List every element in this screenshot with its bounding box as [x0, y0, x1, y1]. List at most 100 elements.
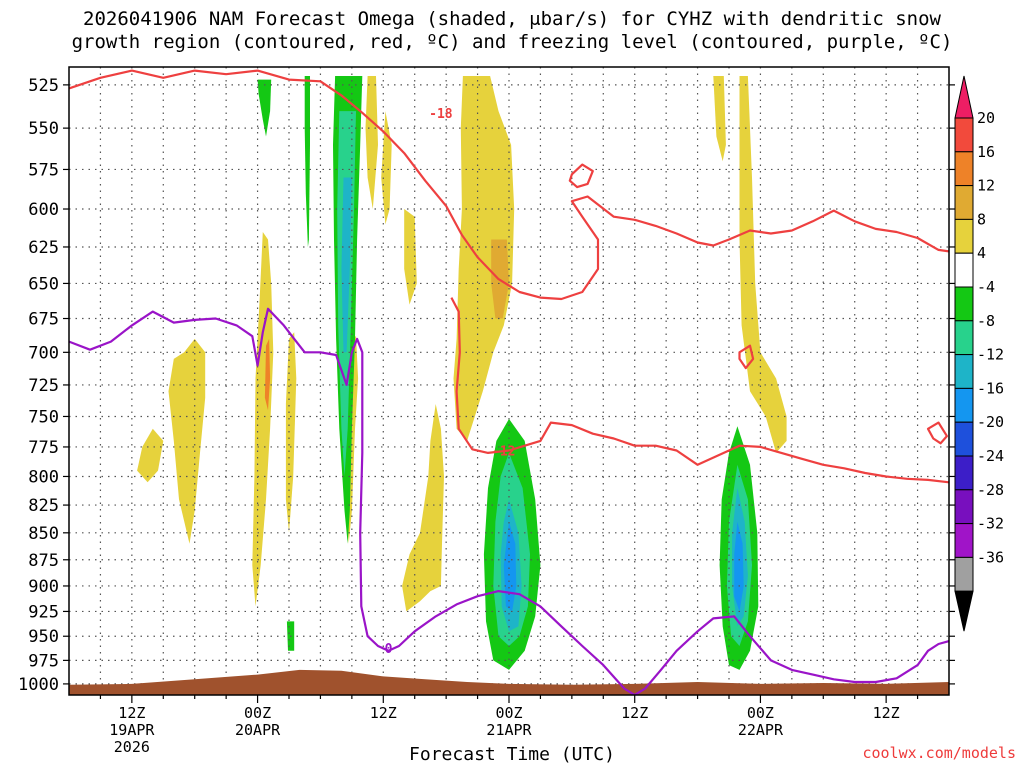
terrain-layer: [69, 669, 949, 695]
chart-title-line2: growth region (contoured, red, ºC) and f…: [71, 31, 953, 53]
y-tick-label: 750: [28, 407, 59, 427]
contour-label: -18: [429, 107, 453, 122]
x-tick-label: 12Z: [621, 704, 648, 722]
dgz-contour: [738, 344, 755, 370]
y-tick-label: 625: [28, 238, 59, 258]
x-tick-label: 12Z: [370, 704, 397, 722]
y-tick-label: 875: [28, 551, 59, 571]
colorbar-label: -32: [977, 515, 1004, 533]
contour-layer: -18 -12 0: [69, 69, 949, 695]
colorbar-label: -24: [977, 447, 1004, 465]
x-tick-label: 19APR: [109, 721, 155, 739]
colorbar-swatch: [954, 556, 974, 592]
contour-label: 0: [385, 642, 393, 657]
freezing-level-contour: [69, 307, 949, 695]
dgz-contour: [926, 421, 949, 445]
y-tick-label: 550: [28, 119, 59, 139]
colorbar-label: 16: [977, 143, 995, 161]
colorbar-label: 12: [977, 177, 995, 195]
colorbar-swatch: [954, 489, 974, 525]
y-tick-label: 800: [28, 467, 59, 487]
y-tick-label: 575: [28, 160, 59, 180]
y-tick-label: 700: [28, 343, 59, 363]
colorbar-label: 8: [977, 210, 986, 228]
colorbar-swatch: [954, 218, 974, 254]
colorbar-swatch: [954, 523, 974, 558]
colorbar-label: -20: [977, 413, 1004, 431]
colorbar-swatch: [954, 151, 974, 187]
credit-link[interactable]: coolwx.com/models: [862, 744, 1016, 762]
y-tick-label: 900: [28, 577, 59, 597]
colorbar-swatch: [954, 387, 974, 423]
y-tick-label: 525: [28, 76, 59, 96]
x-tick-label: 00Z: [244, 704, 271, 722]
chart-title-line1: 2026041906 NAM Forecast Omega (shaded, μ…: [83, 8, 941, 30]
omega-region: [285, 332, 297, 533]
y-tick-label: 650: [28, 274, 59, 294]
omega-region: [252, 232, 274, 607]
colorbar-label: -36: [977, 548, 1004, 566]
omega-region: [503, 521, 517, 612]
colorbar-swatch: [954, 185, 974, 220]
x-tick-label: 2026: [114, 738, 150, 756]
x-tick-label: 20APR: [235, 721, 281, 739]
colorbar-swatch: [954, 354, 974, 389]
omega-region: [739, 76, 787, 453]
x-tick-label: 12Z: [118, 704, 145, 722]
dgz-contour: [450, 297, 949, 484]
colorbar-swatch: [954, 421, 974, 457]
y-tick-label: 675: [28, 310, 59, 330]
y-tick-label: 850: [28, 524, 59, 544]
colorbar-top-triangle: [954, 75, 974, 119]
colorbar-swatch: [954, 252, 974, 288]
x-tick-label: 00Z: [747, 704, 774, 722]
y-tick-label: 925: [28, 602, 59, 622]
x-tick-label: 21APR: [486, 721, 532, 739]
colorbar-bottom-triangle: [954, 590, 974, 632]
colorbar-swatch: [954, 117, 974, 153]
omega-region: [381, 111, 392, 225]
omega-region: [264, 338, 271, 411]
colorbar-label: -28: [977, 481, 1004, 499]
omega-region: [137, 428, 164, 483]
omega-region: [365, 76, 378, 209]
omega-region: [341, 177, 352, 353]
y-tick-label: 725: [28, 376, 59, 396]
dgz-contour: [69, 69, 949, 301]
contour-label: -12: [492, 445, 515, 460]
x-tick-label: 00Z: [495, 704, 522, 722]
x-tick-label: 12Z: [873, 704, 900, 722]
grid-layer: [69, 67, 949, 695]
terrain-fill: [69, 669, 949, 695]
omega-region: [453, 76, 515, 441]
colorbar-label: -12: [977, 346, 1004, 364]
omega-region: [404, 209, 417, 305]
dgz-contour: [568, 163, 594, 189]
y-tick-label: 1000: [18, 675, 59, 695]
colorbar-swatch: [954, 320, 974, 356]
colorbar-label: 4: [977, 244, 986, 262]
colorbar-label: -8: [977, 312, 995, 330]
omega-shading-layer: [137, 76, 787, 670]
y-tick-label: 975: [28, 651, 59, 671]
x-axis-title: Forecast Time (UTC): [409, 744, 615, 765]
y-tick-label: 775: [28, 438, 59, 458]
y-axis: 525 550 575 600 625 650 675 700 725 750 775 800 825 8…: [18, 76, 955, 695]
omega-region: [713, 76, 726, 162]
x-tick-label: 22APR: [738, 721, 784, 739]
colorbar-label: -4: [977, 278, 995, 296]
omega-region: [168, 338, 206, 544]
y-tick-label: 950: [28, 627, 59, 647]
omega-region: [402, 404, 444, 612]
omega-region: [734, 521, 744, 612]
colorbar-label: -16: [977, 379, 1004, 397]
omega-region: [304, 76, 310, 247]
colorbar: 20 16 12 8 4 -4 -8 -12 -16 -20 -24 -28 -32 -36: [954, 75, 1004, 632]
colorbar-swatch: [954, 455, 974, 491]
y-tick-label: 825: [28, 496, 59, 516]
y-tick-label: 600: [28, 200, 59, 220]
omega-region: [257, 79, 272, 137]
colorbar-label: 20: [977, 109, 995, 127]
